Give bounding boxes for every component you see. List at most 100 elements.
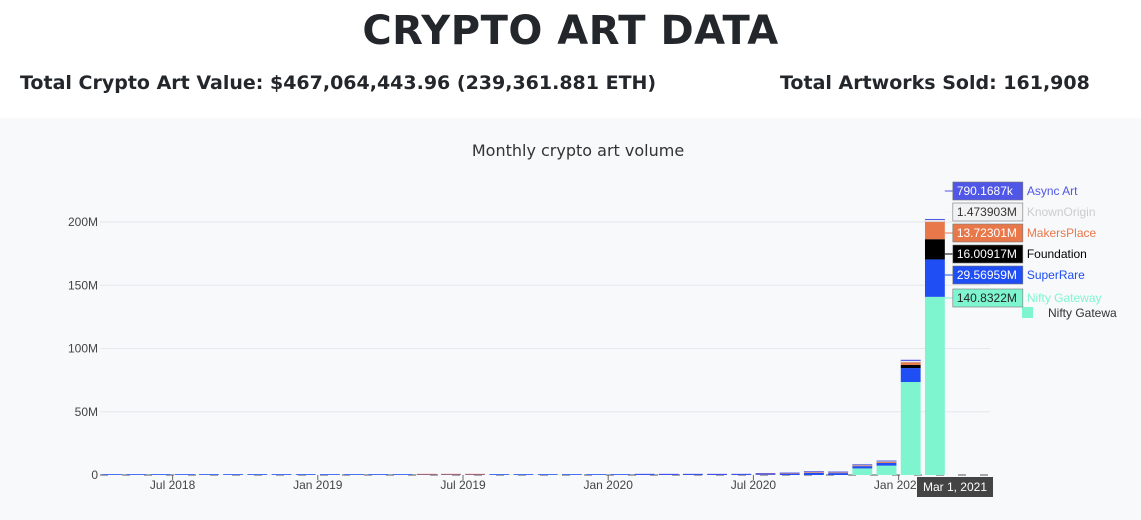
bar-superrare — [610, 474, 631, 475]
bar-async-art — [755, 473, 776, 474]
legend-label-nifty-gateway[interactable]: Nifty Gatewa — [1048, 306, 1117, 320]
x-tick-label: Jul 2018 — [150, 478, 196, 492]
hover-box — [952, 288, 1024, 308]
page-title: CRYPTO ART DATA — [362, 8, 779, 54]
hover-x-box — [917, 477, 993, 497]
bar-superrare — [755, 474, 776, 475]
bar-superrare — [150, 474, 171, 475]
bar-makersplace — [803, 472, 824, 473]
bar-async-art — [828, 471, 849, 473]
bar-superrare — [174, 474, 195, 475]
bar-async-art — [634, 473, 655, 475]
bar-async-art — [731, 473, 752, 475]
hover-box — [952, 181, 1024, 201]
bar-superrare — [876, 462, 897, 466]
bar-superrare — [392, 474, 413, 475]
hover-tooltip: 790.1687k Async Art 1.473903M KnownOrigin 13… — [917, 181, 1102, 497]
y-axis: 0 50M 100M 150M 200M — [68, 215, 98, 482]
bar-superrare — [779, 473, 800, 475]
x-tick-label: Jan 2020 — [584, 478, 634, 492]
bar-nifty-gateway — [852, 468, 873, 475]
bars — [102, 218, 946, 475]
bar-makersplace — [416, 473, 437, 475]
bar-nifty-gateway — [924, 296, 945, 475]
bar-async-art — [658, 473, 679, 475]
x-tick-label: Jan 2021 — [874, 478, 924, 492]
y-tick-label: 50M — [75, 405, 98, 419]
bar-superrare — [126, 474, 147, 475]
hover-value: 140.8322M — [957, 291, 1017, 305]
bar-superrare — [344, 474, 365, 475]
bar-async-art — [682, 473, 703, 475]
bar-superrare — [537, 474, 558, 475]
bar-superrare — [513, 474, 534, 475]
bar-makersplace — [440, 473, 461, 475]
x-axis: Jul 2018 Jan 2019 Jul 2019 Jan 2020 Jul 2020… — [150, 475, 924, 492]
legend[interactable]: Nifty Gatewa — [1022, 306, 1117, 320]
total-value-stat: Total Crypto Art Value: $467,064,443.96 … — [20, 72, 657, 94]
bar-superrare — [223, 474, 244, 475]
hover-value: 29.56959M — [957, 268, 1017, 282]
total-sold-stat: Total Artworks Sold: 161,908 — [780, 72, 1090, 94]
bar-knownorigin — [924, 219, 946, 223]
hover-value: 1.473903M — [957, 205, 1017, 219]
hover-box — [952, 202, 1024, 222]
gridlines — [100, 221, 990, 476]
hover-box — [952, 223, 1024, 243]
bar-superrare — [271, 474, 292, 475]
y-tick-label: 200M — [68, 215, 98, 229]
x-tick-label: Jul 2020 — [731, 478, 777, 492]
hover-series: Foundation — [1027, 247, 1087, 261]
chart-panel: 0 50M 100M 150M 200M Jul 2018 Jan 2019 Jul 201… — [0, 118, 1141, 520]
bar-async-art — [924, 218, 945, 220]
bar-foundation — [900, 364, 921, 369]
bar-superrare — [198, 474, 219, 475]
bar-makersplace — [465, 473, 486, 475]
hover-box — [952, 244, 1024, 264]
hover-x-label: Mar 1, 2021 — [923, 480, 987, 494]
bar-superrare — [489, 474, 510, 475]
hover-value: 13.72301M — [957, 226, 1017, 240]
bar-superrare — [561, 474, 582, 475]
hover-value: 790.1687k — [957, 184, 1014, 198]
bar-async-art — [852, 464, 873, 466]
y-tick-label: 150M — [68, 278, 98, 292]
bar-superrare — [102, 474, 123, 475]
bar-async-art — [876, 460, 897, 462]
x-tick-label: Jan 2019 — [293, 478, 343, 492]
bar-superrare — [295, 474, 316, 475]
bar-superrare — [852, 466, 873, 469]
bar-makersplace — [900, 362, 921, 365]
hover-series: Async Art — [1027, 184, 1078, 198]
bar-makersplace — [876, 461, 897, 463]
bar-superrare — [924, 259, 945, 297]
bar-async-art — [707, 473, 728, 475]
hover-series: SuperRare — [1027, 268, 1085, 282]
hover-value: 16.00917M — [957, 247, 1017, 261]
hover-series: MakersPlace — [1027, 226, 1097, 240]
bar-makersplace — [828, 472, 849, 474]
x-tick-label: Jul 2019 — [440, 478, 486, 492]
bar-nifty-gateway — [876, 465, 897, 475]
y-tick-label: 0 — [91, 468, 98, 482]
hover-box — [952, 265, 1024, 285]
hover-series: Nifty Gateway — [1027, 291, 1102, 305]
bar-async-art — [803, 471, 824, 473]
y-tick-label: 100M — [68, 342, 98, 356]
chart-title: Monthly crypto art volume — [472, 141, 684, 160]
bar-knownorigin — [900, 360, 921, 363]
bar-foundation — [924, 239, 945, 260]
bar-superrare — [319, 474, 340, 475]
bar-superrare — [247, 474, 268, 475]
bar-superrare — [368, 474, 389, 475]
bar-superrare — [828, 473, 849, 475]
bar-nifty-gateway — [900, 382, 921, 475]
legend-swatch-nifty-gateway[interactable] — [1022, 307, 1033, 318]
bar-makersplace — [924, 221, 945, 240]
bar-makersplace — [852, 465, 873, 467]
bar-superrare — [586, 474, 607, 475]
hover-series: KnownOrigin — [1027, 205, 1096, 219]
bar-superrare — [803, 472, 824, 475]
bar-async-art — [900, 359, 921, 361]
